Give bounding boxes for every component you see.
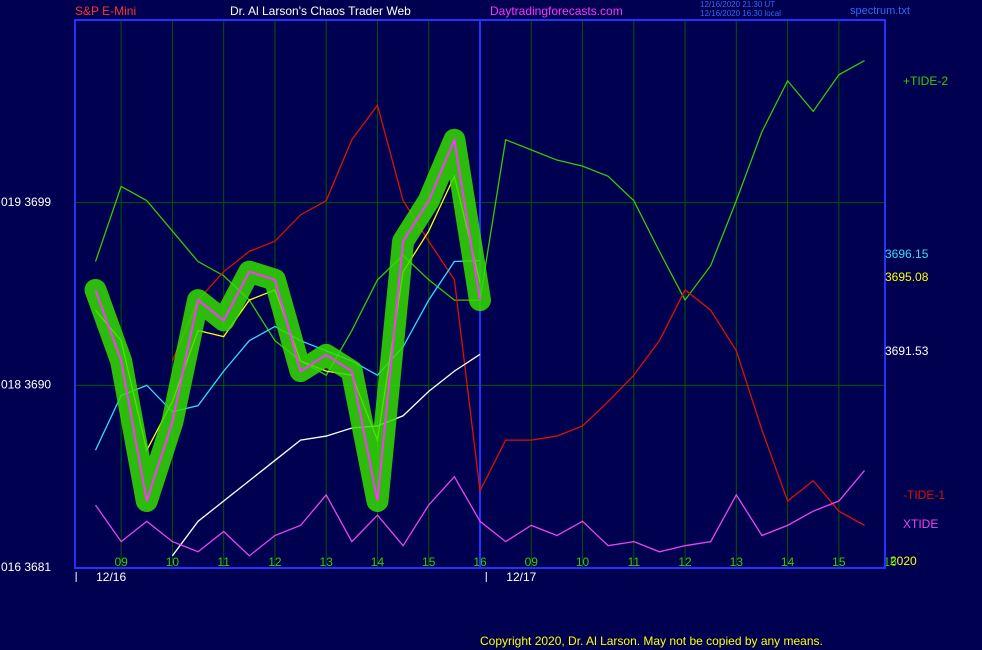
series-label: -TIDE-1 [903, 488, 945, 502]
series-line [94, 470, 865, 557]
timestamp: 12/16/2020 21:30 UT [700, 0, 775, 9]
date-label: 12/16 [96, 570, 126, 584]
copyright: Copyright 2020, Dr. Al Larson. May not b… [480, 634, 823, 648]
end-value-label: 3696.15 [885, 247, 929, 261]
x-tick-label: 10 [166, 555, 180, 569]
year-label: 2020 [890, 554, 917, 568]
series-line [171, 103, 865, 526]
timestamp: 12/16/2020 16:30 local [700, 9, 781, 18]
x-tick-label: 14 [371, 555, 385, 569]
x-tick-label: 16 [883, 555, 897, 569]
date-label: 12/17 [506, 570, 536, 584]
x-tick-label: 13 [320, 555, 334, 569]
end-value-label: 3691.53 [885, 344, 929, 358]
instrument: S&P E-Mini [75, 4, 136, 18]
x-tick-label: 15 [422, 555, 436, 569]
plot-area: 09101112131415160910111213141516016 3681… [1, 19, 948, 584]
x-tick-label: 13 [730, 555, 744, 569]
site-title: Dr. Al Larson's Chaos Trader Web [230, 4, 411, 18]
plot-border [74, 19, 886, 569]
x-tick-label: 10 [576, 555, 590, 569]
file-name: spectrum.txt [850, 5, 910, 17]
x-tick-label: 15 [832, 555, 846, 569]
x-tick-label: 09 [114, 555, 128, 569]
site-url: Daytradingforecasts.com [490, 4, 623, 18]
y-tick-label: 018 3690 [1, 378, 51, 392]
series-label: +TIDE-2 [903, 74, 948, 88]
x-tick-label: 12 [678, 555, 692, 569]
x-tick-label: 09 [525, 555, 539, 569]
y-tick-label: 016 3681 [1, 560, 51, 574]
series-line [94, 136, 481, 502]
series-line [171, 353, 481, 557]
x-tick-label: 14 [781, 555, 795, 569]
end-value-label: 3695.08 [885, 270, 929, 284]
y-tick-label: 019 3699 [1, 195, 51, 209]
x-tick-label: 11 [628, 555, 641, 569]
series-label: XTIDE [903, 517, 938, 531]
x-tick-label: 12 [268, 555, 282, 569]
x-tick-label: 11 [217, 555, 230, 569]
